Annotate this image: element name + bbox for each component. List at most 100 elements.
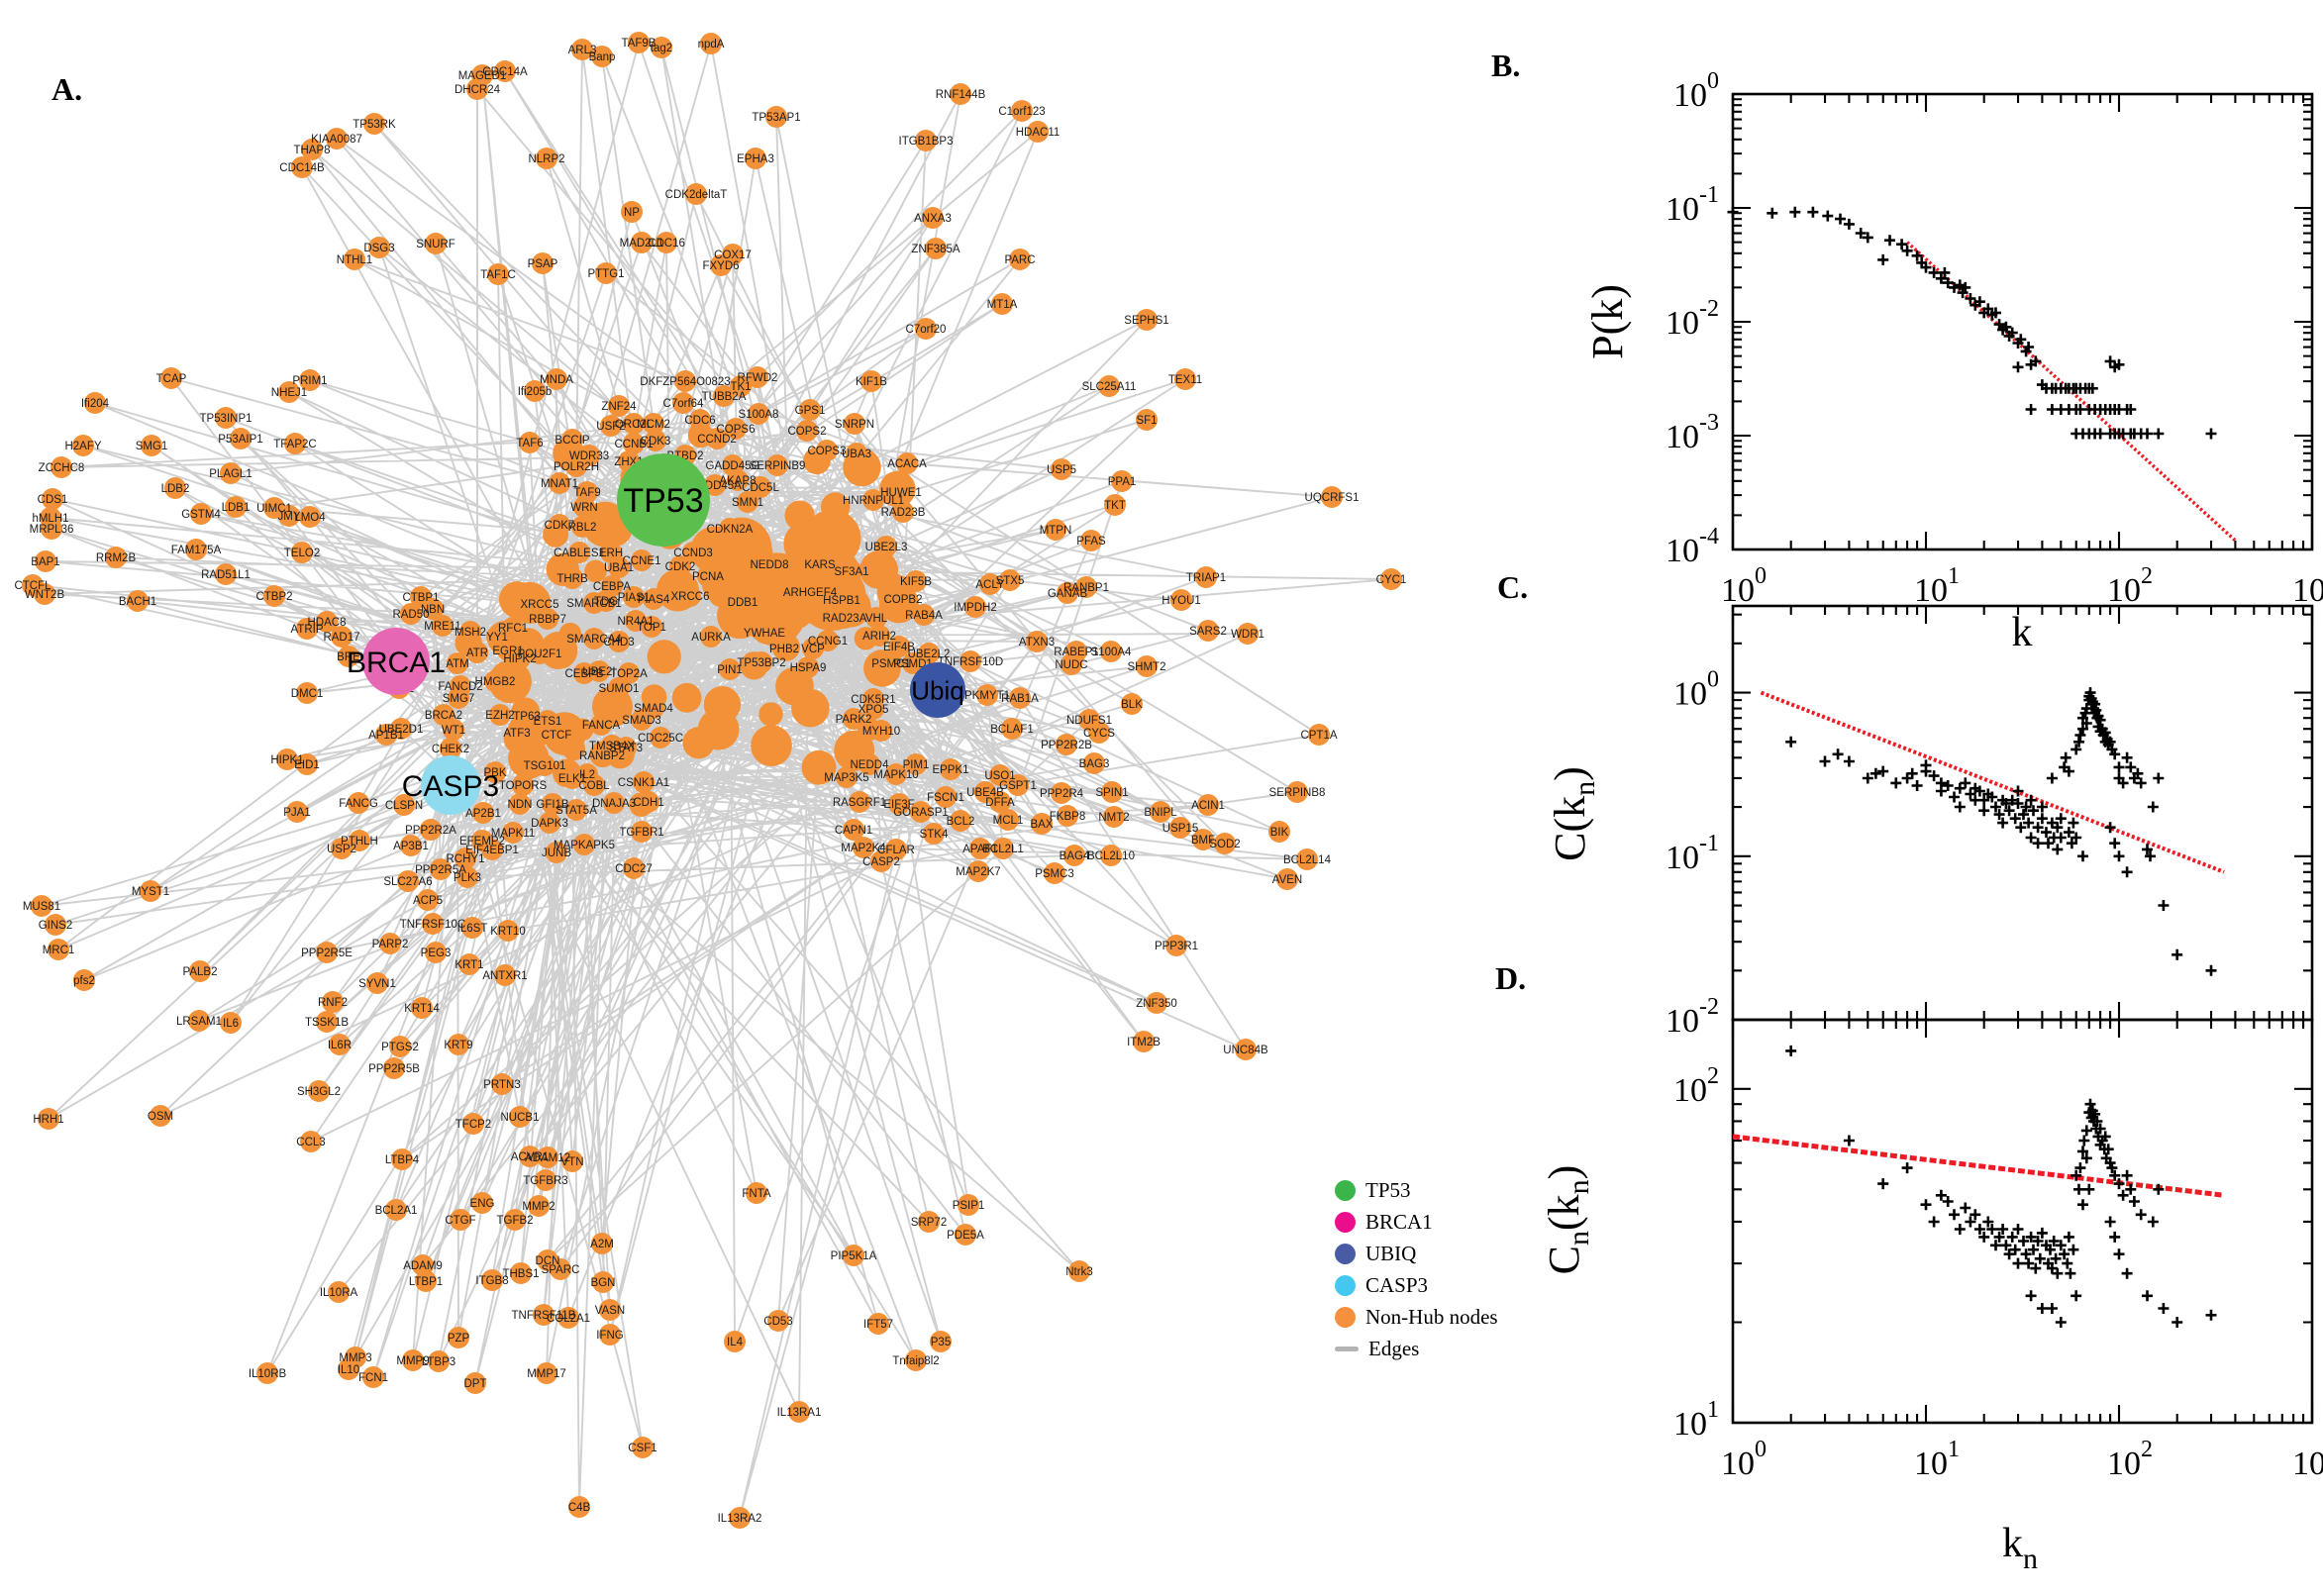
network-node	[809, 553, 831, 575]
network-node	[48, 939, 69, 960]
network-node-label: EGR1	[492, 646, 523, 657]
network-node	[1169, 817, 1191, 839]
network-node-label: VTN	[561, 1156, 584, 1168]
network-node	[631, 821, 653, 843]
network-node-label: PTGS2	[381, 1042, 419, 1053]
network-node	[448, 687, 469, 709]
network-node	[773, 638, 795, 659]
network-node	[301, 139, 323, 160]
network-node	[623, 586, 645, 608]
network-node-label: PRIM1	[292, 375, 327, 387]
network-node-label: STX5	[996, 575, 1025, 587]
network-node-label: HUWE1	[880, 487, 922, 499]
network-node	[885, 839, 907, 860]
network-node-label: BAG3	[1079, 758, 1110, 770]
network-node	[276, 748, 298, 770]
network-node-label: SNRPN	[835, 419, 874, 431]
hub-node-tp53	[617, 453, 710, 547]
network-node-label: TP53RK	[353, 119, 396, 131]
network-node	[278, 381, 300, 403]
network-node	[706, 428, 728, 449]
network-node-label: RAD17	[323, 632, 359, 644]
legend-item-tp53: TP53	[1335, 1174, 1498, 1206]
network-node-label: ANTXR1	[482, 970, 527, 982]
network-node-label: WT1	[442, 725, 465, 737]
network-node	[420, 819, 442, 841]
network-node-label: NEDD4	[851, 759, 890, 771]
network-node	[1027, 121, 1049, 143]
network-node-label: SPIN1	[1095, 787, 1128, 799]
network-node	[489, 704, 511, 726]
network-node-label: NTHL1	[337, 254, 372, 266]
network-node-label: BCL2L10	[1087, 850, 1135, 862]
network-node-label: CSF1	[628, 1443, 656, 1454]
network-node	[140, 880, 161, 902]
network-node	[796, 420, 818, 442]
network-node	[583, 774, 605, 796]
edge-swatch-icon	[1335, 1346, 1359, 1351]
network-node	[940, 758, 961, 780]
network-node-label: GSTM4	[181, 509, 221, 521]
network-node-label: USF2	[596, 421, 625, 433]
network-node-label: XRCC6	[671, 591, 710, 603]
network-node	[888, 793, 910, 815]
network-node-label: ITGB1BP3	[899, 136, 954, 148]
network-node-label: CABLES1	[554, 548, 605, 559]
network-node-label: HNRNPUL1	[843, 495, 904, 507]
network-node	[549, 472, 570, 494]
network-node	[608, 556, 630, 578]
network-node-label: UBE2L2	[908, 648, 951, 660]
network-node	[1088, 722, 1110, 744]
network-node	[935, 786, 957, 808]
tick-label: 102	[2107, 563, 2153, 609]
network-node-label: CCND3	[673, 548, 713, 559]
network-node	[870, 850, 892, 872]
network-node	[45, 914, 66, 936]
axis-ticks	[1731, 1020, 2314, 1425]
network-node-label: IL13RA1	[777, 1407, 822, 1419]
network-node-label: WNT2B	[25, 589, 65, 601]
network-node-label: tag2	[651, 43, 672, 54]
axis-ticks	[1731, 606, 2314, 1022]
network-node	[955, 1224, 976, 1246]
network-node-label: BLK	[1121, 699, 1143, 711]
network-node-label: MYH10	[862, 726, 900, 738]
network-node	[425, 233, 447, 254]
network-node	[519, 432, 541, 453]
network-node-label: PIM1	[903, 759, 930, 771]
network-node	[849, 791, 870, 813]
network-node-label: TOPORS	[499, 780, 548, 792]
network-node	[820, 492, 851, 522]
network-node	[1136, 655, 1158, 677]
network-node-label: CAPN1	[835, 825, 872, 837]
fit-line	[1732, 1134, 2225, 1198]
network-node	[417, 889, 439, 911]
network-node-label: ZNF350	[1136, 998, 1177, 1010]
network-node	[300, 1131, 322, 1152]
network-node	[326, 128, 348, 150]
network-node	[571, 516, 593, 538]
network-node	[905, 753, 927, 775]
network-node	[502, 822, 524, 844]
network-node-label: CDC25C	[638, 733, 683, 745]
network-node-label: CASP2	[862, 856, 900, 868]
network-node-label: COBL	[578, 780, 610, 792]
network-node	[322, 991, 344, 1013]
network-node	[450, 1209, 471, 1231]
network-node	[570, 718, 594, 742]
network-node	[746, 1182, 767, 1204]
network-node-label: JMY	[278, 511, 301, 523]
network-node-label: S100A4	[1091, 647, 1133, 658]
network-node	[349, 830, 370, 851]
network-node-label: HRH1	[33, 1114, 63, 1126]
network-node	[905, 1349, 927, 1371]
network-node-label: FAM175A	[171, 545, 222, 556]
network-node-label: FKBP8	[1050, 811, 1085, 823]
network-node	[1380, 568, 1402, 590]
network-node-label: PSMC1	[871, 658, 911, 670]
network-node-label: C7orf20	[906, 324, 947, 336]
network-node	[834, 607, 856, 629]
network-node-label: CLSPN	[385, 800, 423, 812]
network-node	[862, 489, 884, 511]
network-node-label: KRT14	[404, 1003, 440, 1015]
